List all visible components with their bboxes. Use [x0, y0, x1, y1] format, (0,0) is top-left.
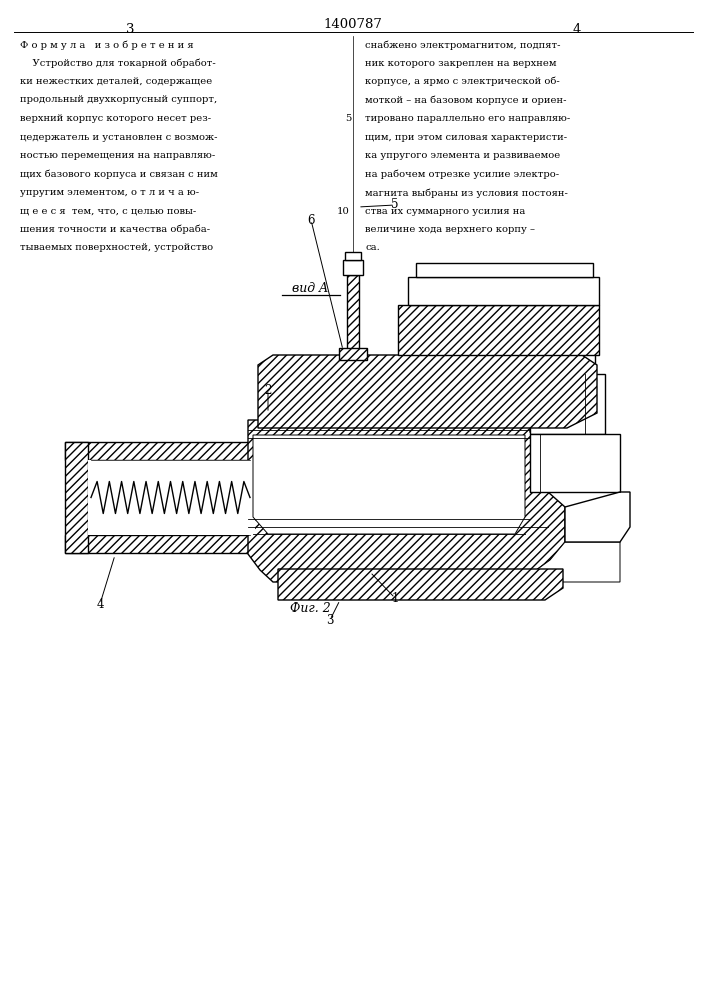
Text: Устройство для токарной обработ-: Устройство для токарной обработ-: [20, 58, 216, 68]
Polygon shape: [520, 542, 620, 582]
Text: ник которого закреплен на верхнем: ник которого закреплен на верхнем: [365, 58, 556, 68]
Text: величине хода верхнего корпу –: величине хода верхнего корпу –: [365, 225, 535, 234]
Text: 1: 1: [391, 591, 399, 604]
Text: 5: 5: [346, 114, 352, 123]
Bar: [540, 344, 595, 374]
Bar: [530, 434, 620, 492]
Bar: [345, 252, 361, 260]
Bar: [339, 348, 367, 360]
Bar: [343, 260, 363, 275]
Text: Ф о р м у л а   и з о б р е т е н и я: Ф о р м у л а и з о б р е т е н и я: [20, 40, 194, 49]
Text: магнита выбраны из условия постоян-: магнита выбраны из условия постоян-: [365, 188, 568, 198]
Text: ка упругого элемента и развиваемое: ка упругого элемента и развиваемое: [365, 151, 560, 160]
Text: 5: 5: [391, 198, 399, 212]
Text: вид A: вид A: [292, 282, 328, 295]
Text: ностью перемещения на направляю-: ностью перемещения на направляю-: [20, 151, 215, 160]
Text: цедержатель и установлен с возмож-: цедержатель и установлен с возмож-: [20, 132, 218, 141]
Text: моткой – на базовом корпусе и ориен-: моткой – на базовом корпусе и ориен-: [365, 96, 566, 105]
Text: 1400787: 1400787: [324, 18, 382, 31]
Text: на рабочем отрезке усилие электро-: на рабочем отрезке усилие электро-: [365, 169, 559, 179]
Polygon shape: [253, 435, 525, 534]
Text: 6: 6: [308, 214, 315, 227]
Text: верхний корпус которого несет рез-: верхний корпус которого несет рез-: [20, 114, 211, 123]
Text: тываемых поверхностей, устройство: тываемых поверхностей, устройство: [20, 243, 213, 252]
Bar: [65, 535, 270, 553]
Bar: [530, 374, 605, 434]
Bar: [416, 263, 593, 277]
Text: са.: са.: [365, 243, 380, 252]
Text: ства их суммарного усилия на: ства их суммарного усилия на: [365, 207, 525, 216]
Text: щих базового корпуса и связан с ним: щих базового корпуса и связан с ним: [20, 169, 218, 179]
Text: тировано параллельно его направляю-: тировано параллельно его направляю-: [365, 114, 571, 123]
Text: щим, при этом силовая характеристи-: щим, при этом силовая характеристи-: [365, 132, 567, 141]
Bar: [65, 442, 270, 460]
Text: 4: 4: [96, 597, 104, 610]
Polygon shape: [248, 420, 565, 582]
Text: 10: 10: [337, 207, 350, 216]
Text: Фиг. 2: Фиг. 2: [290, 602, 330, 615]
Text: шения точности и качества обраба-: шения точности и качества обраба-: [20, 225, 210, 234]
Bar: [347, 275, 359, 355]
Text: продольный двухкорпусный суппорт,: продольный двухкорпусный суппорт,: [20, 96, 217, 104]
Bar: [548, 329, 588, 344]
Bar: [398, 305, 599, 355]
Text: корпусе, а ярмо с электрической об-: корпусе, а ярмо с электрической об-: [365, 77, 560, 87]
Text: ки нежестких деталей, содержащее: ки нежестких деталей, содержащее: [20, 77, 212, 86]
Bar: [408, 277, 599, 305]
Text: щ е е с я  тем, что, с целью повы-: щ е е с я тем, что, с целью повы-: [20, 207, 197, 216]
Text: упругим элементом, о т л и ч а ю-: упругим элементом, о т л и ч а ю-: [20, 188, 199, 197]
Polygon shape: [565, 492, 630, 542]
Bar: [65, 442, 88, 553]
Bar: [88, 460, 255, 535]
Polygon shape: [258, 355, 597, 428]
Text: 3: 3: [126, 23, 134, 36]
Text: 3: 3: [326, 613, 334, 626]
Text: снабжено электромагнитом, подпят-: снабжено электромагнитом, подпят-: [365, 40, 561, 49]
Text: 2: 2: [264, 383, 271, 396]
Polygon shape: [278, 569, 563, 600]
Text: 4: 4: [573, 23, 581, 36]
